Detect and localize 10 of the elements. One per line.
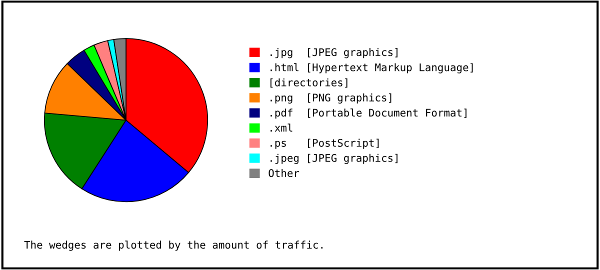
text: The wedges are plotted by the amount of traffic. <box>24 240 323 251</box>
legend-label: .ps [PostScript] <box>270 138 379 149</box>
legend-label: Other <box>268 168 300 178</box>
legend-label: .jpeg [JPEG graphics] <box>270 154 398 164</box>
legend-label: .html [Hypertext Markup Language] <box>270 63 473 74</box>
legend-label: .xml <box>270 124 292 132</box>
legend-label: .pdf [Portable Document Format] <box>270 108 466 119</box>
legend-label: [directories] <box>270 78 348 88</box>
legend-label: .png [PNG graphics] <box>270 93 392 104</box>
legend-label: .jpg [JPEG graphics] <box>270 48 398 58</box>
